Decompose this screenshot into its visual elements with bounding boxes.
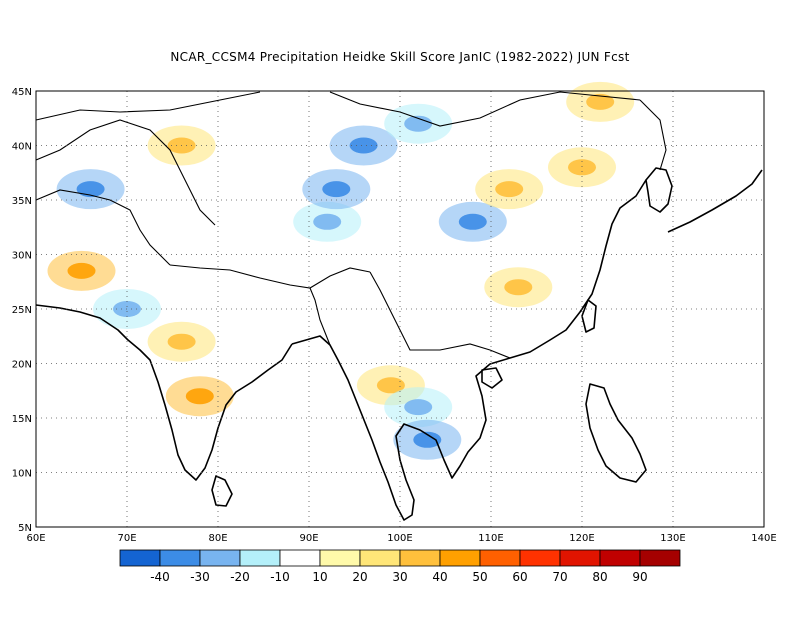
- region-core-2: [167, 333, 196, 350]
- region-core-1: [76, 181, 105, 198]
- colorbar-label: 90: [632, 570, 647, 584]
- colorbar-swatch: [359, 549, 401, 567]
- skill-score-fields: [47, 81, 635, 460]
- lon-tick-label: 90E: [299, 533, 318, 544]
- coastlines: [35, 167, 763, 521]
- colorbar-label: 60: [512, 570, 527, 584]
- colorbar-swatch: [399, 549, 441, 567]
- colorbar-swatch: [159, 549, 201, 567]
- lat-tick-label: 20N: [12, 360, 32, 371]
- region-core-8: [458, 213, 487, 230]
- colorbar-label: -20: [230, 570, 250, 584]
- colorbar-label: 40: [432, 570, 447, 584]
- colorbar-swatch: [559, 549, 601, 567]
- map-frame: [35, 90, 765, 528]
- colorbar-swatch: [479, 549, 521, 567]
- lon-tick-label: 130E: [660, 533, 685, 544]
- region-core-15: [404, 115, 433, 132]
- lat-tick-label: 10N: [12, 469, 32, 480]
- country-borders: [35, 91, 667, 359]
- colorbar-label: 50: [472, 570, 487, 584]
- region-core-13: [404, 399, 433, 416]
- colorbar-label: 80: [592, 570, 607, 584]
- colorbar-label: 70: [552, 570, 567, 584]
- lon-tick-label: 110E: [478, 533, 503, 544]
- colorbar-label: -30: [190, 570, 210, 584]
- lat-tick-label: 25N: [12, 305, 32, 316]
- colorbar-swatch: [199, 549, 241, 567]
- lat-tick-label: 40N: [12, 142, 32, 153]
- colorbar-label: 20: [352, 570, 367, 584]
- region-core-0: [67, 262, 96, 279]
- lon-tick-label: 70E: [117, 533, 136, 544]
- lon-tick-label: 100E: [387, 533, 412, 544]
- colorbar-swatch: [639, 549, 681, 567]
- lon-tick-label: 80E: [208, 533, 227, 544]
- colorbar-label: 30: [392, 570, 407, 584]
- colorbar-swatch: [599, 549, 641, 567]
- colorbar-swatch: [439, 549, 481, 567]
- lon-tick-label: 140E: [751, 533, 776, 544]
- region-core-5: [313, 213, 342, 230]
- lon-tick-label: 60E: [26, 533, 45, 544]
- lat-tick-label: 30N: [12, 251, 32, 262]
- region-core-10: [504, 279, 533, 296]
- colorbar-swatch: [239, 549, 281, 567]
- region-core-6: [322, 181, 351, 198]
- lat-tick-labels: 5N 10N 15N 20N 25N 30N 35N 40N 45N: [12, 87, 32, 534]
- colorbar-swatch: [319, 549, 361, 567]
- colorbar-label: 10: [312, 570, 327, 584]
- region-core-3: [185, 388, 214, 405]
- lon-tick-labels: 60E 70E 80E 90E 100E 110E 120E 130E 140E: [26, 533, 776, 544]
- lat-tick-label: 35N: [12, 196, 32, 207]
- region-core-9: [495, 181, 524, 198]
- lat-tick-label: 15N: [12, 414, 32, 425]
- colorbar-swatch: [519, 549, 561, 567]
- chart-title: NCAR_CCSM4 Precipitation Heidke Skill Sc…: [170, 50, 630, 64]
- colorbar-label: -40: [150, 570, 170, 584]
- region-core-17: [568, 159, 596, 176]
- colorbar-label: -10: [270, 570, 290, 584]
- region-core-14: [413, 431, 442, 448]
- lat-tick-label: 5N: [18, 523, 32, 534]
- region-core-12: [376, 377, 405, 394]
- lon-tick-label: 120E: [569, 533, 594, 544]
- region-core-11: [586, 93, 615, 110]
- colorbar: -40 -30 -20 -10 10 20 30 40 50 60 70 80 90: [119, 549, 681, 584]
- region-core-7: [349, 137, 378, 154]
- colorbar-swatch: [279, 549, 321, 567]
- lat-tick-label: 45N: [12, 87, 32, 98]
- colorbar-swatch: [119, 549, 161, 567]
